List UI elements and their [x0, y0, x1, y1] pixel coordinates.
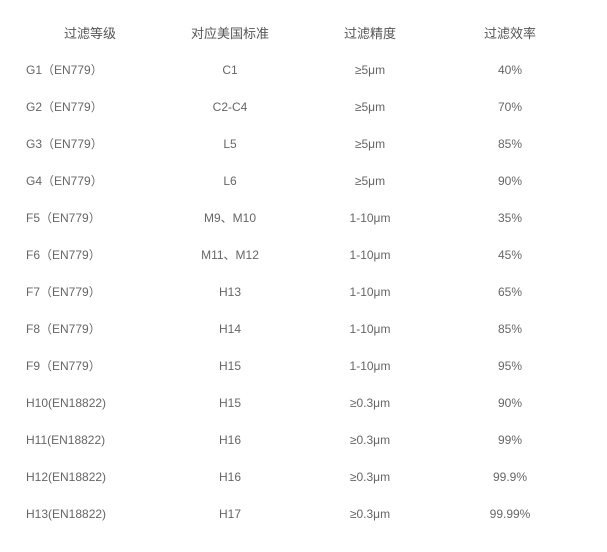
table-row: F7（EN779） H13 1-10μm 65% [20, 273, 587, 310]
table-row: H11(EN18822) H16 ≥0.3μm 99% [20, 421, 587, 458]
cell-efficiency: 40% [440, 63, 580, 77]
table-row: H13(EN18822) H17 ≥0.3μm 99.99% [20, 495, 587, 532]
cell-us-standard: C1 [160, 63, 300, 77]
cell-us-standard: H16 [160, 470, 300, 484]
cell-precision: ≥0.3μm [300, 470, 440, 484]
cell-efficiency: 35% [440, 211, 580, 225]
cell-efficiency: 90% [440, 174, 580, 188]
cell-efficiency: 99.99% [440, 507, 580, 521]
cell-precision: 1-10μm [300, 211, 440, 225]
cell-precision: ≥0.3μm [300, 507, 440, 521]
cell-grade: H12(EN18822) [20, 470, 160, 484]
cell-us-standard: H17 [160, 507, 300, 521]
table-row: F8（EN779） H14 1-10μm 85% [20, 310, 587, 347]
table-row: G2（EN779） C2-C4 ≥5μm 70% [20, 88, 587, 125]
cell-us-standard: H13 [160, 285, 300, 299]
cell-precision: ≥0.3μm [300, 433, 440, 447]
cell-precision: 1-10μm [300, 285, 440, 299]
col-header-efficiency: 过滤效率 [440, 23, 580, 42]
table-row: H10(EN18822) H15 ≥0.3μm 90% [20, 384, 587, 421]
cell-precision: ≥5μm [300, 137, 440, 151]
cell-grade: F9（EN779） [20, 357, 160, 374]
cell-efficiency: 65% [440, 285, 580, 299]
cell-precision: ≥5μm [300, 63, 440, 77]
cell-efficiency: 85% [440, 137, 580, 151]
cell-grade: F8（EN779） [20, 320, 160, 337]
cell-precision: ≥0.3μm [300, 396, 440, 410]
cell-grade: G4（EN779） [20, 172, 160, 189]
col-header-grade: 过滤等级 [20, 23, 160, 42]
table-row: G4（EN779） L6 ≥5μm 90% [20, 162, 587, 199]
cell-precision: 1-10μm [300, 248, 440, 262]
cell-us-standard: H15 [160, 396, 300, 410]
cell-efficiency: 70% [440, 100, 580, 114]
cell-efficiency: 85% [440, 322, 580, 336]
cell-precision: ≥5μm [300, 174, 440, 188]
cell-grade: H10(EN18822) [20, 396, 160, 410]
cell-precision: ≥5μm [300, 100, 440, 114]
cell-us-standard: L6 [160, 174, 300, 188]
table-row: F9（EN779） H15 1-10μm 95% [20, 347, 587, 384]
table-row: H12(EN18822) H16 ≥0.3μm 99.9% [20, 458, 587, 495]
cell-us-standard: H15 [160, 359, 300, 373]
cell-us-standard: H16 [160, 433, 300, 447]
table-row: F6（EN779） M11、M12 1-10μm 45% [20, 236, 587, 273]
cell-us-standard: C2-C4 [160, 100, 300, 114]
cell-us-standard: M9、M10 [160, 209, 300, 226]
cell-efficiency: 95% [440, 359, 580, 373]
table-row: G1（EN779） C1 ≥5μm 40% [20, 51, 587, 88]
cell-us-standard: M11、M12 [160, 246, 300, 263]
cell-grade: H13(EN18822) [20, 507, 160, 521]
cell-precision: 1-10μm [300, 322, 440, 336]
cell-precision: 1-10μm [300, 359, 440, 373]
table-row: F5（EN779） M9、M10 1-10μm 35% [20, 199, 587, 236]
table-header-row: 过滤等级 对应美国标准 过滤精度 过滤效率 [20, 14, 587, 51]
col-header-us-standard: 对应美国标准 [160, 23, 300, 42]
cell-grade: F5（EN779） [20, 209, 160, 226]
cell-us-standard: L5 [160, 137, 300, 151]
col-header-precision: 过滤精度 [300, 23, 440, 42]
cell-grade: G3（EN779） [20, 135, 160, 152]
cell-grade: F7（EN779） [20, 283, 160, 300]
cell-grade: G1（EN779） [20, 61, 160, 78]
cell-efficiency: 99% [440, 433, 580, 447]
filter-grade-table: 过滤等级 对应美国标准 过滤精度 过滤效率 G1（EN779） C1 ≥5μm … [0, 0, 607, 552]
cell-grade: G2（EN779） [20, 98, 160, 115]
cell-us-standard: H14 [160, 322, 300, 336]
cell-efficiency: 45% [440, 248, 580, 262]
cell-efficiency: 99.9% [440, 470, 580, 484]
cell-grade: H11(EN18822) [20, 433, 160, 447]
cell-efficiency: 90% [440, 396, 580, 410]
table-row: G3（EN779） L5 ≥5μm 85% [20, 125, 587, 162]
cell-grade: F6（EN779） [20, 246, 160, 263]
